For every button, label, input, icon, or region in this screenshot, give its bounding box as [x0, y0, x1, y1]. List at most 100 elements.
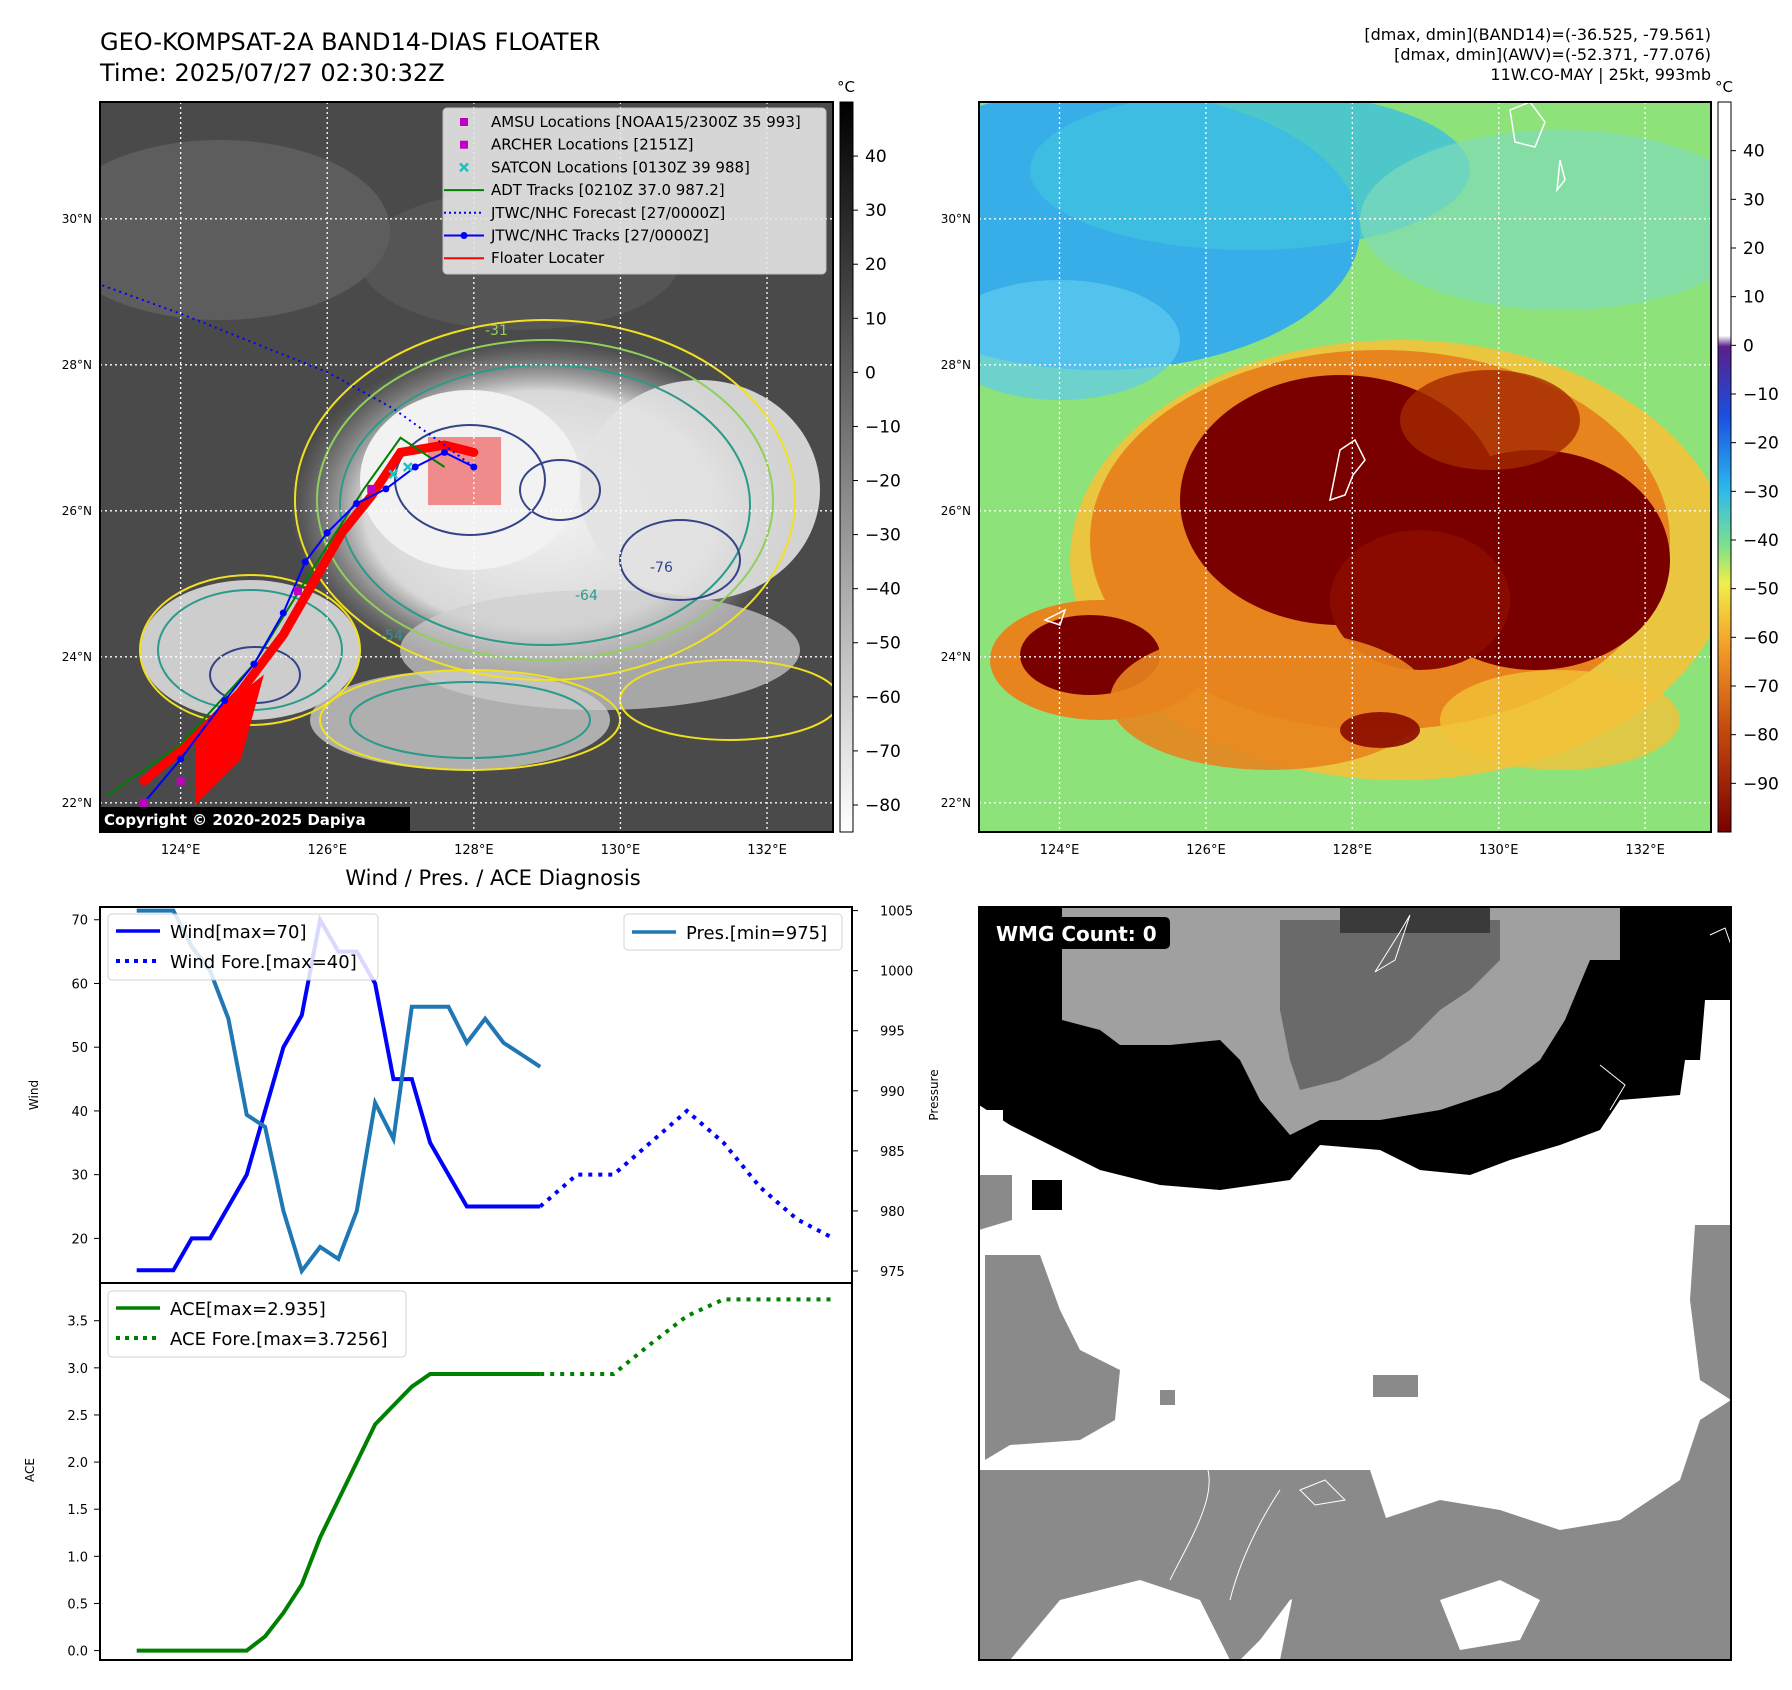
colorbar-right-tick--20: −20: [1743, 434, 1779, 454]
jtwc-track-point: [411, 463, 419, 471]
copyright-badge: [100, 807, 410, 831]
jtwc-track-point: [279, 609, 287, 617]
wind-ytick-30: 30: [71, 1169, 88, 1184]
pressure-ytick-1000: 1000: [880, 965, 913, 980]
wind-ylabel: Wind: [27, 1080, 41, 1110]
tl-lon-tick-128: 128°E: [454, 843, 494, 858]
amsu-location-marker: [139, 798, 148, 807]
wmg-panel: WMG Count: 0: [978, 906, 1732, 1661]
wmg-count-badge: [987, 917, 1170, 949]
ace-legend: ACE[max=2.935] ACE Fore.[max=3.7256]: [107, 1290, 407, 1358]
colorbar-right-tick--70: −70: [1743, 677, 1779, 697]
jtwc-track-point: [301, 558, 309, 566]
colorbar-left-tick--40: −40: [865, 580, 901, 600]
legend-marker-dot-5: [460, 232, 468, 239]
tr-lon-tick-128: 128°E: [1333, 843, 1373, 858]
figure-time: Time: 2025/07/27 02:30:32Z: [99, 59, 445, 87]
tr-lon-tick-132: 132°E: [1625, 843, 1665, 858]
figure-title: GEO-KOMPSAT-2A BAND14-DIAS FLOATER: [100, 28, 600, 56]
pressure-legend-label: Pres.[min=975]: [686, 923, 827, 944]
colorbar-right-tick--60: −60: [1743, 628, 1779, 648]
pressure-legend: Pres.[min=975]: [623, 913, 843, 951]
legend-label-0: AMSU Locations [NOAA15/2300Z 35 993]: [491, 113, 801, 131]
colorbar-left-tick-40: 40: [865, 147, 887, 167]
colorbar-left-tick--70: −70: [865, 742, 901, 762]
ace-ytick-3.5: 3.5: [67, 1315, 88, 1330]
ace-ytick-2.5: 2.5: [67, 1409, 88, 1424]
colorbar-left-tick--80: −80: [865, 796, 901, 816]
colorbar-left-tick-10: 10: [865, 309, 887, 329]
ace-ylabel: ACE: [23, 1458, 37, 1482]
tl-lat-tick-24: 24°N: [62, 650, 92, 664]
colorbar-left-tick--20: −20: [865, 472, 901, 492]
info-line-band14: [dmax, dmin](BAND14)=(-36.525, -79.561): [1364, 25, 1711, 44]
jtwc-track-point: [177, 755, 185, 763]
legend-label-3: ADT Tracks [0210Z 37.0 987.2]: [491, 181, 725, 199]
jtwc-forecast-track: [100, 283, 475, 468]
colorbar-right-tick-10: 10: [1743, 288, 1765, 308]
amsu-location-marker: [367, 484, 376, 493]
ace-series-0: [136, 1371, 541, 1653]
legend-label-5: JTWC/NHC Tracks [27/0000Z]: [490, 227, 709, 245]
contour-label-31: -31: [485, 323, 508, 339]
legend-marker-2: [459, 162, 469, 173]
awv-map-gridlines: [979, 102, 1711, 832]
ace-ytick-1: 1.0: [67, 1550, 88, 1565]
colorbar-right-tick-40: 40: [1743, 142, 1765, 162]
tr-lon-tick-130: 130°E: [1479, 843, 1519, 858]
jtwc-track-point: [221, 697, 229, 705]
jtwc-track: [143, 451, 475, 804]
ace-ytick-3: 3.0: [67, 1362, 88, 1377]
legend-label-2: SATCON Locations [0130Z 39 988]: [491, 158, 750, 176]
legend-marker-0: [460, 118, 468, 126]
colorbar-left-tick--30: −30: [865, 526, 901, 546]
info-line-awv: [dmax, dmin](AWV)=(-52.371, -77.076): [1394, 45, 1711, 64]
legend-label-1: ARCHER Locations [2151Z]: [491, 136, 694, 154]
legend-label-4: JTWC/NHC Forecast [27/0000Z]: [490, 204, 725, 222]
contour-label-64: -64: [575, 588, 598, 604]
colorbar-right-tick-0: 0: [1743, 336, 1754, 356]
ace-fore-legend-label: ACE Fore.[max=3.7256]: [170, 1329, 388, 1350]
colorbar-right-tick--90: −90: [1743, 774, 1779, 794]
tl-lon-tick-124: 124°E: [161, 843, 201, 858]
ir-map-legend: AMSU Locations [NOAA15/2300Z 35 993] ARCH…: [442, 107, 827, 275]
contour-label-76: -76: [650, 560, 673, 576]
satcon-location-marker: [388, 469, 399, 480]
wind-ytick-60: 60: [71, 977, 88, 992]
wind-fore-legend-label: Wind Fore.[max=40]: [170, 952, 357, 973]
tl-lon-tick-130: 130°E: [601, 843, 641, 858]
awv-map-panel: 124°E 126°E 128°E 130°E 132°E 30°N 28°N 26°N 24°…: [941, 101, 1712, 858]
colorbar-right-tick--50: −50: [1743, 580, 1779, 600]
copyright-text: Copyright © 2020-2025 Dapiya: [104, 811, 366, 829]
tl-lat-tick-30: 30°N: [62, 212, 92, 226]
wind-ytick-50: 50: [71, 1041, 88, 1056]
colorbar-left-unit: °C: [837, 78, 855, 96]
pressure-ytick-1005: 1005: [880, 905, 913, 920]
amsu-location-marker: [293, 587, 302, 596]
tl-lat-tick-22: 22°N: [62, 796, 92, 810]
ace-legend-label: ACE[max=2.935]: [170, 1299, 326, 1320]
ir-map-panel: -31 -54 -64 -76 Copyright © 2020-2025 Da…: [62, 101, 834, 858]
colorbar-right-unit: °C: [1715, 78, 1733, 96]
wind-legend: Wind[max=70] Wind Fore.[max=40]: [107, 913, 379, 981]
ace-ytick-1.5: 1.5: [67, 1503, 88, 1518]
ace-ytick-0.5: 0.5: [67, 1597, 88, 1612]
wind-series-1: [538, 1108, 835, 1241]
colorbar-left: °C 40 30 20 10 0 −10 −20 −30 −40 −50 −60 −70 −80: [837, 78, 901, 833]
ir-map-axis-ticks: 124°E 126°E 128°E 130°E 132°E 30°N 28°N 26°N 24°…: [62, 212, 787, 858]
jtwc-track-point: [470, 463, 478, 471]
adt-track: [106, 436, 446, 797]
wind-ytick-20: 20: [71, 1232, 88, 1247]
colorbar-right-tick-20: 20: [1743, 239, 1765, 259]
colorbar-left-tick-0: 0: [865, 363, 876, 383]
colorbar-right-tick--80: −80: [1743, 726, 1779, 746]
colorbar-left-tick--50: −50: [865, 634, 901, 654]
colorbar-left-tick-30: 30: [865, 201, 887, 221]
jtwc-track-point: [441, 448, 449, 456]
tr-lat-tick-24: 24°N: [941, 650, 971, 664]
tr-lat-tick-28: 28°N: [941, 358, 971, 372]
info-line-storm: 11W.CO-MAY | 25kt, 993mb: [1490, 65, 1711, 84]
diagnosis-title: Wind / Pres. / ACE Diagnosis: [345, 866, 640, 890]
awv-map-axis-ticks: 124°E 126°E 128°E 130°E 132°E 30°N 28°N 26°N 24°…: [941, 212, 1665, 858]
